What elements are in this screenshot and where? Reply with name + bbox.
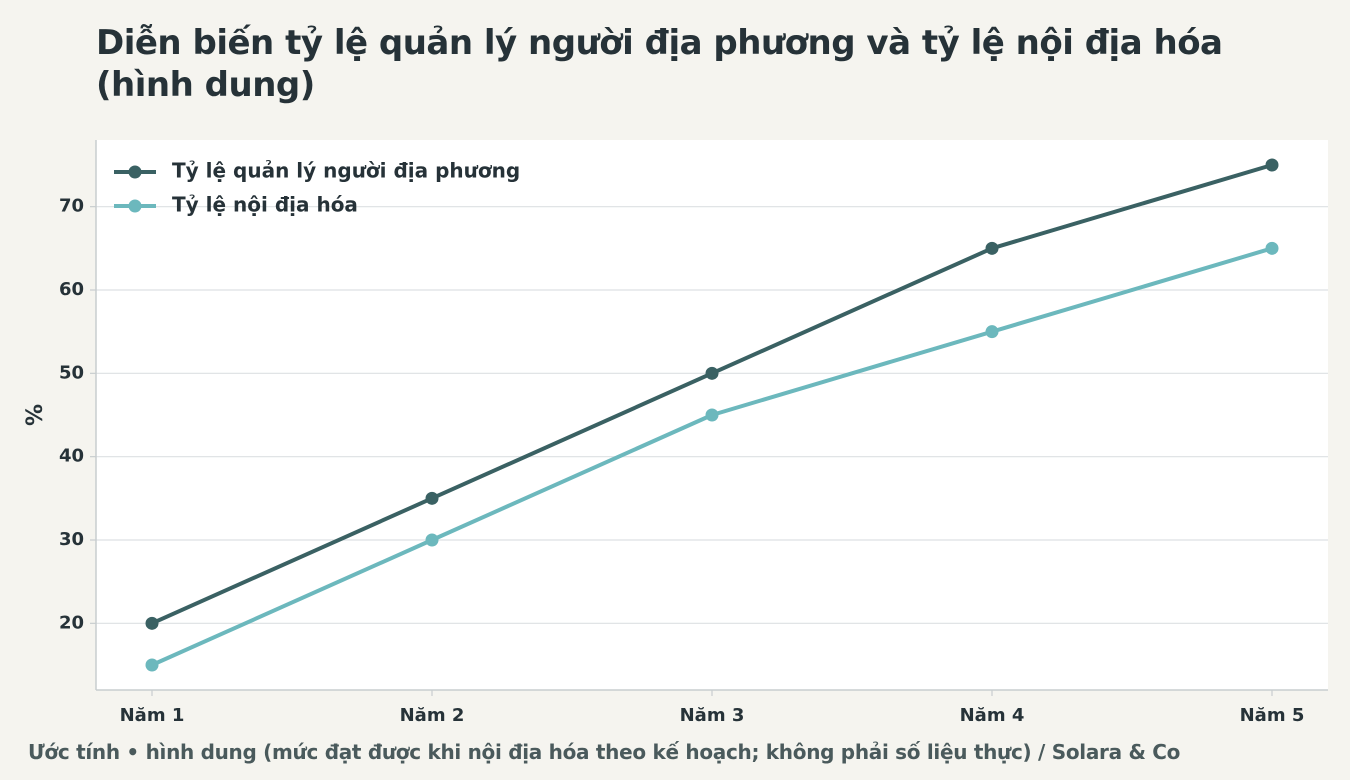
- data-point: [705, 366, 719, 380]
- data-point: [145, 616, 159, 630]
- legend-label: Tỷ lệ quản lý người địa phương: [172, 159, 520, 183]
- y-axis-label: %: [23, 404, 48, 426]
- legend-marker: [128, 199, 142, 213]
- data-point: [985, 325, 999, 339]
- x-tick-label: Năm 4: [960, 705, 1025, 726]
- y-tick-label: 70: [59, 196, 84, 217]
- y-tick-label: 50: [59, 362, 84, 383]
- x-tick-label: Năm 5: [1240, 705, 1305, 726]
- data-point: [425, 491, 439, 505]
- legend-marker: [128, 165, 142, 179]
- x-tick-label: Năm 1: [120, 705, 185, 726]
- data-point: [145, 658, 159, 672]
- y-tick-label: 60: [59, 279, 84, 300]
- data-point: [1265, 241, 1279, 255]
- data-point: [425, 533, 439, 547]
- data-point: [1265, 158, 1279, 172]
- legend-label: Tỷ lệ nội địa hóa: [172, 193, 358, 217]
- data-point: [705, 408, 719, 422]
- y-tick-label: 20: [59, 612, 84, 633]
- source-note: Ước tính • hình dung (mức đạt được khi n…: [28, 740, 1181, 764]
- chart-title: Diễn biến tỷ lệ quản lý người địa phương…: [96, 23, 1223, 105]
- x-tick-label: Năm 3: [680, 705, 745, 726]
- x-tick-label: Năm 2: [400, 705, 465, 726]
- y-tick-label: 30: [59, 529, 84, 550]
- y-tick-label: 40: [59, 446, 84, 467]
- data-point: [985, 241, 999, 255]
